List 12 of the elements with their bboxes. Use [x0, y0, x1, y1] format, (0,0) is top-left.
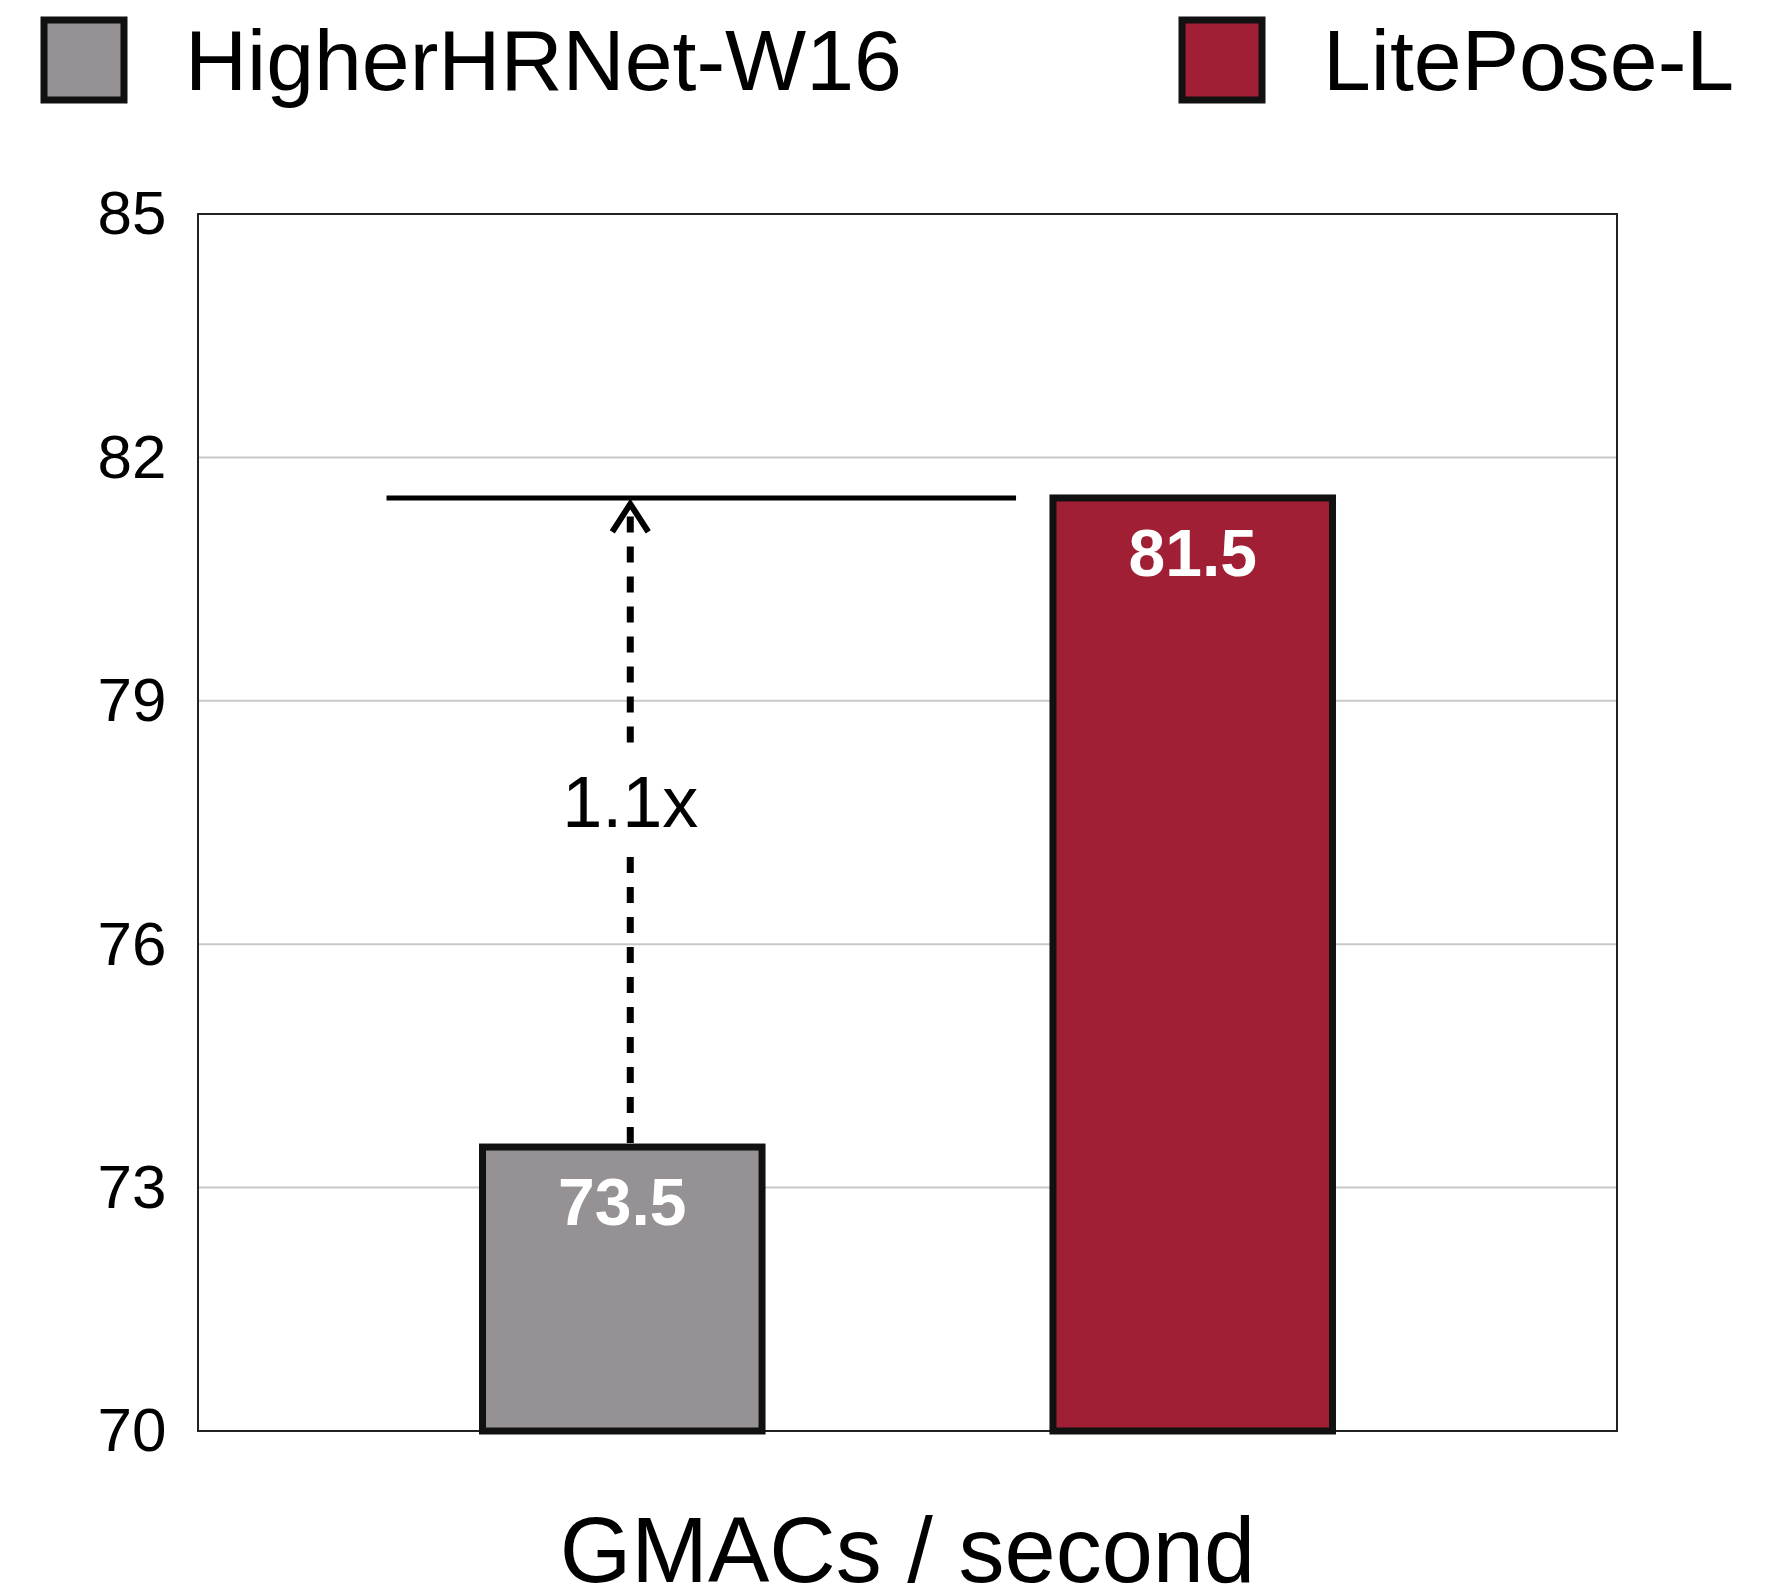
- y-tick-label: 79: [97, 665, 167, 735]
- legend-label: HigherHRNet-W16: [185, 12, 902, 108]
- data-label: 73.5: [558, 1165, 687, 1240]
- annotation: 1.1x: [562, 761, 699, 842]
- y-tick-label: 85: [97, 178, 167, 248]
- data-label: 81.5: [1128, 515, 1257, 590]
- y-tick-label: 82: [97, 421, 167, 491]
- x-axis-title: GMACs / second: [559, 1499, 1256, 1593]
- y-tick-label: 73: [97, 1151, 167, 1221]
- y-tick-label: 76: [97, 908, 167, 978]
- y-tick-label: 70: [97, 1395, 167, 1465]
- legend-label: LitePose-L: [1323, 12, 1735, 108]
